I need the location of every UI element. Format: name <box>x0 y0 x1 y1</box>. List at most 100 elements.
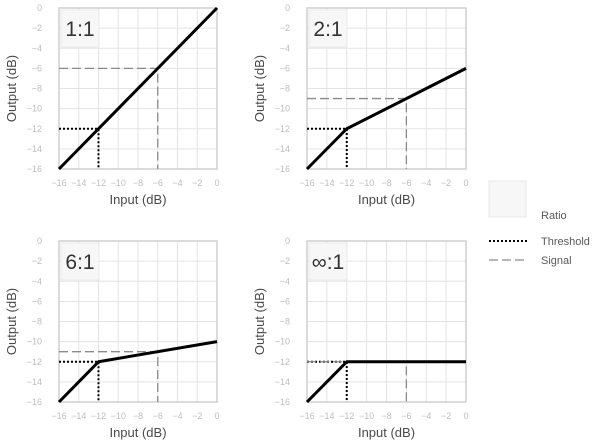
plot-frame <box>58 240 218 403</box>
x-tick-label: −14 <box>71 178 86 188</box>
x-axis-label: Input (dB) <box>358 425 415 440</box>
legend-item-signal: Signal <box>489 255 572 267</box>
y-tick-label: −6 <box>280 296 290 306</box>
threshold-guide-line <box>307 127 348 169</box>
y-tick-label: −6 <box>32 296 42 306</box>
chart-panel-1: 0−2−4−6−8−10−12−14−160−2−4−6−8−10−12−14−… <box>4 3 220 207</box>
y-tick-label: −12 <box>27 124 42 134</box>
y-tick-label: −10 <box>275 337 290 347</box>
y-tick-label: −16 <box>27 164 42 174</box>
x-tick-label: −4 <box>172 411 182 421</box>
ratio-label-box <box>308 242 348 281</box>
ratio-label-box <box>308 9 348 48</box>
x-tick-label: −14 <box>71 411 86 421</box>
y-tick-label: −2 <box>280 256 290 266</box>
signal-guide-line <box>307 97 408 169</box>
y-tick-label: −8 <box>32 84 42 94</box>
x-tick-label: 0 <box>463 178 468 188</box>
plot-frame <box>58 7 218 170</box>
x-axis-label: Input (dB) <box>109 192 166 207</box>
plot-frame <box>306 7 467 170</box>
x-tick-label: −16 <box>51 178 66 188</box>
transfer-curve-line <box>305 360 466 404</box>
x-tick-label: −8 <box>133 178 143 188</box>
y-tick-label: −14 <box>275 377 290 387</box>
y-tick-label: −8 <box>32 317 42 327</box>
y-axis-label: Output (dB) <box>4 55 19 122</box>
y-tick-label: −12 <box>275 124 290 134</box>
x-tick-label: −10 <box>359 411 374 421</box>
y-tick-label: −12 <box>27 357 42 367</box>
y-tick-label: 0 <box>285 236 290 246</box>
x-axis-label: Input (dB) <box>358 192 415 207</box>
legend-label: Ratio <box>541 210 567 222</box>
legend-item-ratio: Ratio <box>488 180 567 222</box>
y-tick-label: −10 <box>275 104 290 114</box>
x-tick-label: −10 <box>111 411 126 421</box>
y-axis-label: Output (dB) <box>252 288 267 355</box>
ratio-label-box <box>60 242 100 281</box>
y-tick-label: −2 <box>32 256 42 266</box>
y-tick-label: −8 <box>280 84 290 94</box>
y-tick-label: −12 <box>275 357 290 367</box>
y-tick-label: −16 <box>275 164 290 174</box>
x-tick-label: −16 <box>51 411 66 421</box>
y-axis-label: Output (dB) <box>4 288 19 355</box>
plot-frame <box>306 240 467 403</box>
y-tick-label: −6 <box>32 63 42 73</box>
chart-grid: 0−2−4−6−8−10−12−14−160−2−4−6−8−10−12−14−… <box>4 3 469 440</box>
x-tick-label: −12 <box>339 178 354 188</box>
transfer-curve-line <box>305 67 467 171</box>
x-tick-label: −6 <box>401 178 411 188</box>
y-tick-label: −2 <box>32 23 42 33</box>
x-tick-label: −16 <box>299 411 314 421</box>
legend-ratio-swatch <box>488 180 527 218</box>
threshold-guide-line <box>59 127 100 169</box>
y-tick-label: −14 <box>27 377 42 387</box>
ratio-label: ∞:1 <box>312 251 344 274</box>
y-tick-label: 0 <box>37 3 42 13</box>
y-tick-label: −8 <box>280 317 290 327</box>
y-tick-label: −10 <box>27 104 42 114</box>
x-tick-label: −8 <box>381 178 391 188</box>
y-tick-label: −2 <box>280 23 290 33</box>
x-tick-label: −12 <box>91 178 106 188</box>
transfer-curve-line <box>57 340 218 404</box>
y-tick-label: −4 <box>32 43 42 53</box>
legend-item-threshold: Threshold <box>489 236 590 248</box>
chart-panel-4: 0−2−4−6−8−10−12−14−160−2−4−6−8−10−12−14−… <box>252 236 469 440</box>
legend: Ratio Threshold Signal <box>488 180 590 267</box>
x-tick-label: −10 <box>111 178 126 188</box>
x-tick-label: 0 <box>214 178 219 188</box>
ratio-label: 2:1 <box>313 18 342 41</box>
threshold-guide-line <box>59 360 100 402</box>
ratio-label: 1:1 <box>65 18 94 41</box>
y-tick-label: 0 <box>285 3 290 13</box>
legend-label: Signal <box>541 255 572 267</box>
x-tick-label: −2 <box>441 178 451 188</box>
y-tick-label: −16 <box>27 397 42 407</box>
y-tick-label: 0 <box>37 236 42 246</box>
transfer-curve-line <box>57 6 219 171</box>
x-tick-label: 0 <box>214 411 219 421</box>
x-axis-label: Input (dB) <box>109 425 166 440</box>
y-axis-label: Output (dB) <box>252 55 267 122</box>
x-tick-label: −12 <box>339 411 354 421</box>
y-tick-label: −16 <box>275 397 290 407</box>
x-tick-label: −2 <box>441 411 451 421</box>
x-tick-label: −4 <box>421 178 431 188</box>
y-tick-label: −10 <box>27 337 42 347</box>
x-tick-label: 0 <box>463 411 468 421</box>
legend-label: Threshold <box>541 236 590 248</box>
y-tick-label: −4 <box>32 276 42 286</box>
x-tick-label: −6 <box>401 411 411 421</box>
x-tick-label: −12 <box>91 411 106 421</box>
x-tick-label: −4 <box>421 411 431 421</box>
x-tick-label: −14 <box>319 178 334 188</box>
y-tick-label: −6 <box>280 63 290 73</box>
x-tick-label: −14 <box>319 411 334 421</box>
x-tick-label: −16 <box>299 178 314 188</box>
ratio-label-box <box>60 9 100 48</box>
x-tick-label: −8 <box>133 411 143 421</box>
